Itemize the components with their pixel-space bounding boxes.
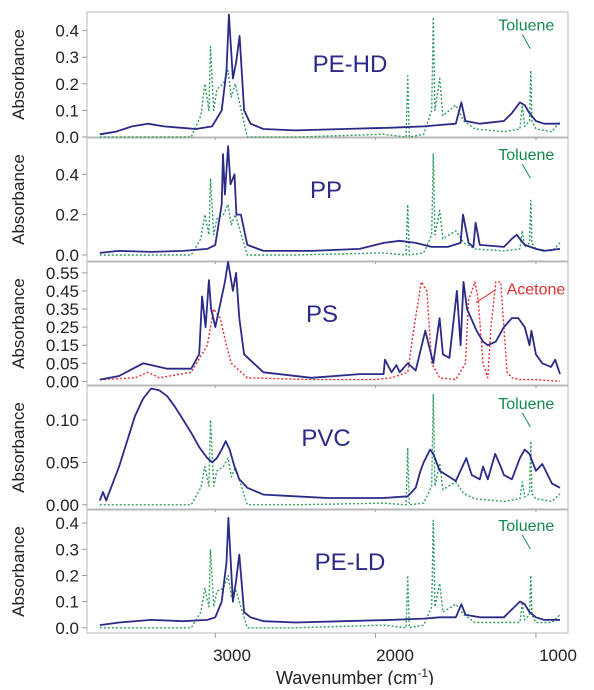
y-tick-label: 0.0 bbox=[55, 128, 79, 147]
y-axis-label: Absorbance bbox=[9, 29, 28, 120]
panel-frame bbox=[86, 261, 569, 386]
y-tick-label: 0.05 bbox=[46, 453, 79, 472]
y-tick-label: 0.4 bbox=[55, 514, 79, 533]
y-axis-label: Absorbance bbox=[9, 278, 28, 369]
sample-spectrum-line bbox=[99, 517, 560, 626]
x-tick-label: 2000 bbox=[376, 646, 414, 665]
annotation-pointer bbox=[521, 412, 531, 428]
y-tick-label: 0.00 bbox=[46, 372, 79, 391]
panel-frame bbox=[86, 11, 569, 138]
y-tick-label: 0.55 bbox=[46, 264, 79, 283]
reference-spectrum-line bbox=[99, 393, 561, 506]
panel-ps: 0.000.050.150.250.350.450.55 Absorbance PS… bbox=[9, 261, 569, 391]
panel-title: PE-HD bbox=[313, 51, 388, 78]
y-tick-label: 0.15 bbox=[46, 336, 79, 355]
y-tick-label: 0.1 bbox=[55, 101, 79, 120]
panel-frame bbox=[86, 385, 569, 510]
panel-title: PVC bbox=[301, 425, 350, 452]
panel-frame bbox=[86, 509, 569, 634]
annotation-label: Toluene bbox=[498, 396, 554, 413]
reference-spectrum-line bbox=[99, 519, 561, 629]
sample-spectrum-line bbox=[99, 13, 560, 136]
x-axis-label: Wavenumber (cm-1) bbox=[276, 666, 434, 685]
x-tick-label: 1000 bbox=[539, 646, 577, 665]
y-tick-label: 0.3 bbox=[55, 540, 79, 559]
annotation-pointer bbox=[521, 34, 531, 49]
annotation-pointer bbox=[475, 289, 497, 303]
y-tick-label: 0.35 bbox=[46, 300, 79, 319]
y-tick-label: 0.10 bbox=[46, 411, 79, 430]
y-tick-label: 0.2 bbox=[55, 206, 79, 225]
panel-pe-hd: 0.0 0.1 0.2 0.3 0.4 Absorbance PE-HD Toluene bbox=[9, 11, 569, 147]
y-axis-label: Absorbance bbox=[9, 526, 28, 617]
panel-frame bbox=[86, 137, 569, 262]
y-tick-label: 0.00 bbox=[46, 496, 79, 515]
x-tick-label: 3000 bbox=[213, 646, 251, 665]
y-tick-label: 0.45 bbox=[46, 282, 79, 301]
y-tick-label: 0.05 bbox=[46, 354, 79, 373]
panel-title: PS bbox=[306, 301, 338, 328]
reference-spectrum-line bbox=[99, 153, 561, 256]
annotation-label: Toluene bbox=[498, 518, 554, 535]
annotation-label: Toluene bbox=[498, 18, 554, 35]
y-tick-label: 0.2 bbox=[55, 566, 79, 585]
panel-title: PE-LD bbox=[315, 549, 386, 576]
y-tick-label: 0.0 bbox=[55, 619, 79, 638]
y-tick-label: 0.4 bbox=[55, 165, 79, 184]
y-tick-label: 0.25 bbox=[46, 318, 79, 337]
panel-pe-ld: 0.0 0.1 0.2 0.3 0.4 Absorbance PE-LD Toluene bbox=[9, 509, 569, 638]
sample-spectrum-line bbox=[99, 145, 561, 254]
y-tick-label: 0.2 bbox=[55, 75, 79, 94]
y-axis-label: Absorbance bbox=[9, 154, 28, 245]
y-axis-label: Absorbance bbox=[9, 402, 28, 493]
y-tick-label: 0.1 bbox=[55, 593, 79, 612]
panel-title: PP bbox=[310, 177, 342, 204]
sample-spectrum-line bbox=[99, 261, 561, 381]
reference-spectrum-line bbox=[99, 281, 561, 383]
annotation-label: Toluene bbox=[498, 147, 554, 164]
annotation-pointer bbox=[521, 163, 531, 179]
panel-pp: 0.0 0.2 0.4 Absorbance PP Toluene bbox=[9, 137, 569, 265]
y-tick-label: 0.0 bbox=[55, 246, 79, 265]
x-axis: 3000 2000 1000 Wavenumber (cm-1) bbox=[213, 646, 577, 688]
sample-spectrum-line bbox=[98, 387, 561, 502]
panel-pvc: 0.00 0.05 0.10 Absorbance PVC Toluene bbox=[9, 385, 569, 515]
annotation-pointer bbox=[521, 534, 531, 550]
annotation-label: Acetone bbox=[507, 282, 566, 299]
reference-spectrum-line bbox=[99, 16, 561, 138]
y-tick-label: 0.3 bbox=[55, 48, 79, 67]
y-tick-label: 0.4 bbox=[55, 22, 79, 41]
